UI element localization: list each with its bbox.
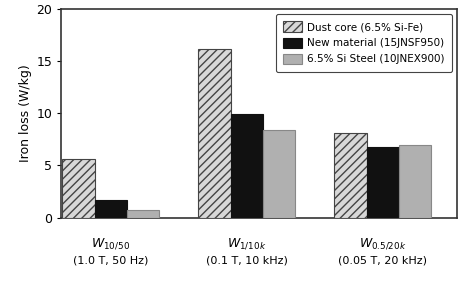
Bar bbox=[334, 133, 366, 218]
Bar bbox=[366, 147, 399, 218]
Text: $W_{0.5/20k}$: $W_{0.5/20k}$ bbox=[359, 236, 406, 251]
Y-axis label: Iron loss (W/kg): Iron loss (W/kg) bbox=[19, 64, 32, 162]
Text: $W_{10/50}$: $W_{10/50}$ bbox=[91, 236, 130, 251]
Bar bbox=[63, 159, 95, 218]
Bar bbox=[198, 49, 231, 218]
Text: (0.1 T, 10 kHz): (0.1 T, 10 kHz) bbox=[206, 255, 288, 265]
Text: (1.0 T, 50 Hz): (1.0 T, 50 Hz) bbox=[73, 255, 148, 265]
Legend: Dust core (6.5% Si-Fe), New material (15JNSF950), 6.5% Si Steel (10JNEX900): Dust core (6.5% Si-Fe), New material (15… bbox=[276, 14, 452, 72]
Bar bbox=[231, 114, 263, 218]
Bar bbox=[127, 210, 159, 218]
Text: (0.05 T, 20 kHz): (0.05 T, 20 kHz) bbox=[338, 255, 427, 265]
Text: $W_{1/10k}$: $W_{1/10k}$ bbox=[227, 236, 267, 251]
Bar bbox=[95, 200, 127, 218]
Bar bbox=[399, 145, 431, 218]
Bar bbox=[263, 130, 295, 218]
